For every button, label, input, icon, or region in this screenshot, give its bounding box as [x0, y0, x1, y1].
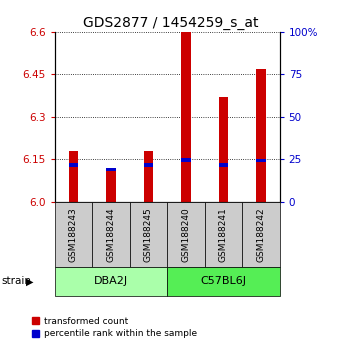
- Text: C57BL6J: C57BL6J: [201, 276, 246, 286]
- Text: GSM188242: GSM188242: [256, 207, 265, 262]
- Bar: [219, 97, 228, 202]
- Text: GSM188245: GSM188245: [144, 207, 153, 262]
- Bar: [219, 163, 228, 167]
- Bar: [92, 202, 130, 267]
- Legend: transformed count, percentile rank within the sample: transformed count, percentile rank withi…: [32, 316, 197, 338]
- Text: GDS2877 / 1454259_s_at: GDS2877 / 1454259_s_at: [83, 16, 258, 30]
- Text: DBA2J: DBA2J: [94, 276, 128, 286]
- Text: GSM188241: GSM188241: [219, 207, 228, 262]
- Bar: [256, 159, 266, 162]
- Bar: [256, 69, 266, 202]
- Bar: [144, 163, 153, 167]
- Bar: [55, 202, 92, 267]
- Bar: [144, 151, 153, 202]
- Bar: [242, 202, 280, 267]
- Bar: [181, 158, 191, 161]
- Bar: [69, 163, 78, 167]
- Text: GSM188240: GSM188240: [181, 207, 190, 262]
- Text: strain: strain: [2, 276, 32, 286]
- Bar: [106, 168, 116, 202]
- Bar: [167, 202, 205, 267]
- Bar: [69, 151, 78, 202]
- Text: GSM188244: GSM188244: [106, 207, 115, 262]
- Bar: [167, 267, 280, 296]
- Bar: [205, 202, 242, 267]
- Bar: [130, 202, 167, 267]
- Text: GSM188243: GSM188243: [69, 207, 78, 262]
- Text: ▶: ▶: [26, 276, 33, 286]
- Bar: [55, 267, 167, 296]
- Bar: [106, 167, 116, 171]
- Bar: [181, 32, 191, 202]
